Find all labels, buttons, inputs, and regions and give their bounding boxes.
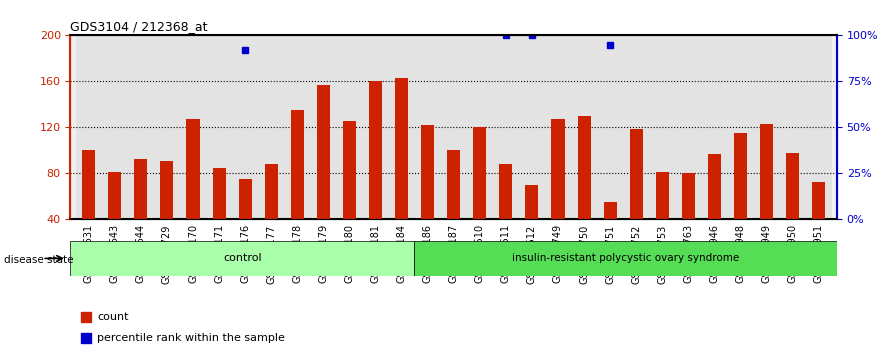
Bar	[134, 159, 147, 266]
Bar	[421, 125, 434, 266]
Bar	[753, 35, 780, 219]
Bar	[682, 173, 695, 266]
Bar	[76, 35, 102, 219]
Bar	[239, 179, 252, 266]
Bar	[291, 110, 304, 266]
Bar	[500, 164, 513, 266]
Bar	[734, 133, 747, 266]
Bar	[655, 172, 669, 266]
Bar	[552, 119, 565, 266]
Bar	[258, 35, 285, 219]
Bar	[805, 35, 832, 219]
Bar	[180, 35, 206, 219]
Bar	[467, 35, 492, 219]
Bar	[630, 129, 643, 266]
Text: count: count	[97, 312, 129, 322]
Bar	[708, 154, 721, 266]
Bar	[232, 35, 258, 219]
Bar	[82, 150, 95, 266]
Bar	[760, 124, 773, 266]
Bar	[160, 161, 174, 266]
Bar	[492, 35, 519, 219]
Bar	[362, 35, 389, 219]
Bar	[728, 35, 753, 219]
Bar	[623, 35, 649, 219]
Text: disease state: disease state	[4, 255, 74, 265]
Bar	[187, 119, 199, 266]
FancyBboxPatch shape	[414, 241, 837, 276]
Bar	[525, 185, 538, 266]
Bar	[701, 35, 728, 219]
Bar	[212, 168, 226, 266]
Bar	[649, 35, 676, 219]
Bar	[102, 35, 128, 219]
Bar	[389, 35, 415, 219]
Bar	[206, 35, 232, 219]
Bar	[448, 150, 460, 266]
Bar	[603, 202, 617, 266]
FancyBboxPatch shape	[70, 241, 414, 276]
Bar	[415, 35, 440, 219]
Bar	[578, 116, 590, 266]
Bar	[128, 35, 154, 219]
Bar	[812, 182, 825, 266]
Bar	[676, 35, 701, 219]
Bar	[440, 35, 467, 219]
Bar	[597, 35, 623, 219]
Bar	[317, 85, 329, 266]
Bar	[343, 120, 356, 266]
Bar	[285, 35, 310, 219]
Bar	[519, 35, 545, 219]
Bar	[108, 172, 122, 266]
Bar	[310, 35, 337, 219]
Bar	[780, 35, 805, 219]
Bar	[395, 78, 408, 266]
Bar	[264, 164, 278, 266]
Bar	[369, 81, 382, 266]
Bar	[154, 35, 180, 219]
Bar	[786, 153, 799, 266]
Bar	[337, 35, 362, 219]
Text: control: control	[223, 253, 262, 263]
Text: GDS3104 / 212368_at: GDS3104 / 212368_at	[70, 20, 208, 33]
Text: percentile rank within the sample: percentile rank within the sample	[97, 333, 285, 343]
Bar	[571, 35, 597, 219]
Text: insulin-resistant polycystic ovary syndrome: insulin-resistant polycystic ovary syndr…	[512, 253, 739, 263]
Bar	[545, 35, 571, 219]
Bar	[473, 127, 486, 266]
